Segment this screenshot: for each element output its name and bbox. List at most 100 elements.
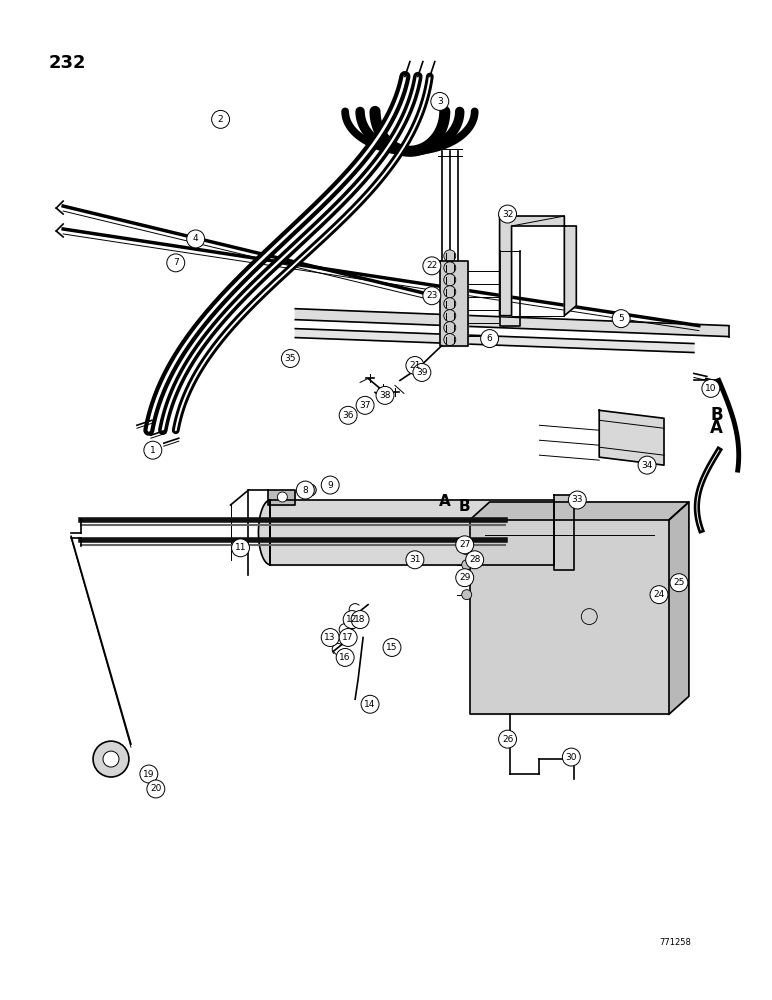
Text: 39: 39 [416,368,428,377]
Circle shape [413,363,431,381]
Circle shape [444,310,455,322]
Text: 232: 232 [48,54,86,72]
Circle shape [321,629,339,646]
Text: 10: 10 [705,384,716,393]
Circle shape [140,765,157,783]
Circle shape [423,257,441,275]
Circle shape [93,741,129,777]
Circle shape [462,545,472,555]
Circle shape [423,287,441,305]
Circle shape [455,536,474,554]
Circle shape [356,396,374,414]
Polygon shape [469,502,689,520]
Text: A: A [439,494,451,509]
Polygon shape [296,329,694,353]
Text: 7: 7 [173,258,178,267]
Circle shape [304,484,317,496]
Text: 37: 37 [359,401,371,410]
Circle shape [444,262,455,274]
Text: 36: 36 [343,411,354,420]
Polygon shape [269,490,296,505]
Text: 31: 31 [409,555,421,564]
Text: 3: 3 [437,97,442,106]
Circle shape [321,476,339,494]
Circle shape [481,330,499,348]
Circle shape [444,274,455,286]
Circle shape [167,254,185,272]
Circle shape [277,492,287,502]
Text: 28: 28 [469,555,480,564]
Circle shape [187,230,205,248]
Text: B: B [459,499,470,514]
Text: 11: 11 [235,543,246,552]
Text: 17: 17 [343,633,354,642]
Text: 35: 35 [285,354,296,363]
Polygon shape [499,216,577,316]
Text: 29: 29 [459,573,470,582]
Circle shape [499,205,516,223]
Text: 19: 19 [143,770,154,779]
Text: 771258: 771258 [659,938,691,947]
Circle shape [431,92,449,110]
Circle shape [147,780,164,798]
Circle shape [499,730,516,748]
Text: 38: 38 [379,391,391,400]
Text: 30: 30 [566,753,577,762]
Text: 5: 5 [618,314,624,323]
Circle shape [324,481,336,493]
Circle shape [344,611,361,629]
Text: B: B [710,406,723,424]
Circle shape [466,551,483,569]
Circle shape [562,748,581,766]
Text: 32: 32 [502,210,513,219]
Polygon shape [669,502,689,714]
Circle shape [383,638,401,656]
Circle shape [612,310,630,328]
Text: 21: 21 [409,361,421,370]
Polygon shape [554,495,574,570]
Circle shape [339,629,357,646]
Text: 12: 12 [347,615,357,624]
Text: 8: 8 [303,486,308,495]
Circle shape [444,286,455,298]
Circle shape [376,386,394,404]
Text: 16: 16 [340,653,351,662]
Polygon shape [270,500,554,565]
Polygon shape [469,520,669,714]
Text: 15: 15 [386,643,398,652]
Text: 9: 9 [327,481,333,490]
Text: 27: 27 [459,540,470,549]
Circle shape [444,334,455,346]
Circle shape [144,441,162,459]
Circle shape [212,110,229,128]
Circle shape [638,456,656,474]
Circle shape [232,539,249,557]
Circle shape [444,298,455,310]
Text: 14: 14 [364,700,376,709]
Text: 20: 20 [150,784,161,793]
Text: 23: 23 [426,291,438,300]
Text: 24: 24 [653,590,665,599]
Text: 1: 1 [150,446,156,455]
Circle shape [103,751,119,767]
Text: 33: 33 [571,495,583,504]
Circle shape [406,357,424,374]
Circle shape [339,406,357,424]
Text: 34: 34 [642,461,653,470]
Circle shape [296,481,314,499]
Text: 22: 22 [426,261,438,270]
Circle shape [444,322,455,334]
Circle shape [568,491,586,509]
Circle shape [670,574,688,592]
Text: 18: 18 [354,615,366,624]
Text: 4: 4 [193,234,198,243]
Text: A: A [710,419,723,437]
Text: 13: 13 [324,633,336,642]
Text: 2: 2 [218,115,223,124]
Text: 26: 26 [502,735,513,744]
Text: 6: 6 [487,334,493,343]
Circle shape [336,648,354,666]
Circle shape [281,350,300,367]
Circle shape [351,611,369,629]
Circle shape [361,695,379,713]
